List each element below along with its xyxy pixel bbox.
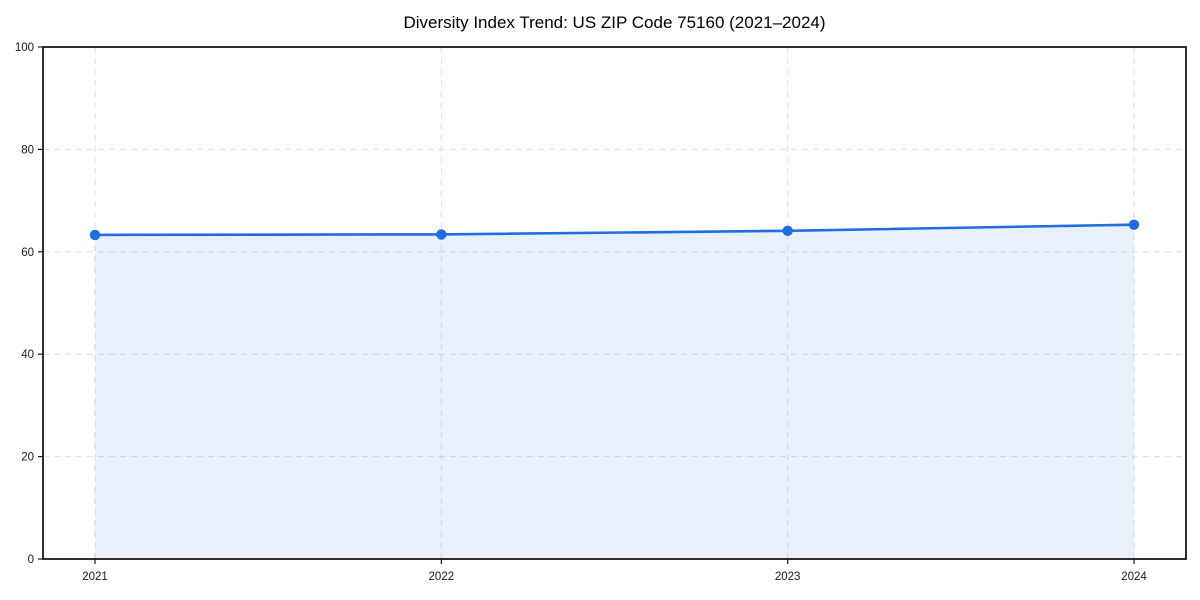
y-tick-label: 80 xyxy=(21,144,34,156)
data-point-marker xyxy=(1128,219,1140,230)
y-tick-label: 0 xyxy=(28,554,34,566)
x-tick-label: 2024 xyxy=(1121,571,1147,583)
y-tick-label: 20 xyxy=(21,452,34,464)
data-point-marker xyxy=(782,225,793,237)
x-tick-label: 2021 xyxy=(82,571,108,583)
trend-line xyxy=(93,223,1136,237)
x-tick-label: 2022 xyxy=(429,571,455,583)
y-tick-label: 100 xyxy=(15,42,34,54)
data-point-marker xyxy=(436,229,447,240)
plot-border xyxy=(42,46,1187,560)
chart-title: Diversity Index Trend: US ZIP Code 75160… xyxy=(403,13,826,32)
y-tick-label: 40 xyxy=(21,349,34,361)
area-fill xyxy=(95,224,1134,559)
x-tick-label: 2023 xyxy=(775,571,801,583)
y-tick-label: 60 xyxy=(21,247,34,259)
data-point-marker xyxy=(89,229,101,241)
